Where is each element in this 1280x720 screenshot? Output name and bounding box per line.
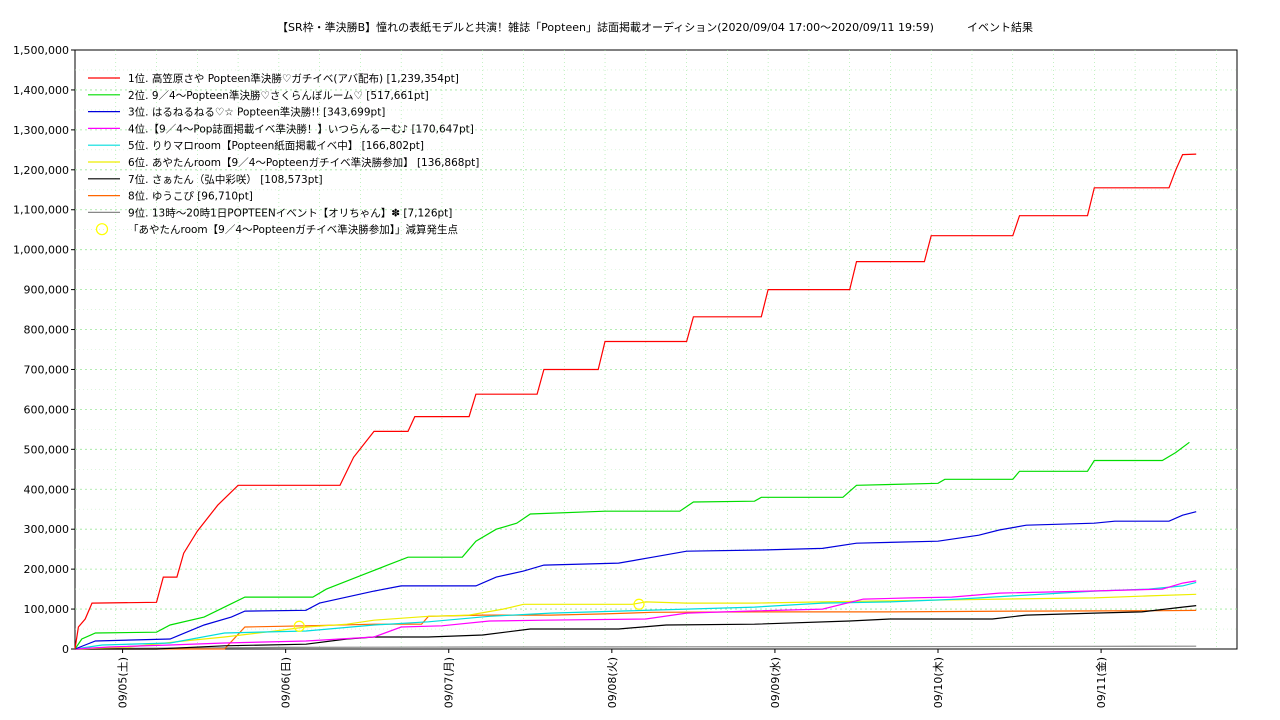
deduction-marker: [633, 598, 645, 610]
legend: 1位. 高笠原さや Popteen準決勝♡ガチイベ(アバ配布) [1,239,3…: [88, 72, 479, 236]
y-tick-label: 500,000: [24, 443, 70, 456]
x-tick-label: 09/05(土): [117, 657, 130, 708]
y-tick-label: 1,000,000: [13, 244, 69, 257]
y-tick-label: 600,000: [24, 403, 70, 416]
y-axis-ticks: 0 100,000 200,000 300,000 400,000 500,000 600,…: [13, 44, 75, 656]
y-tick-label: 1,500,000: [13, 44, 69, 57]
y-tick-label: 200,000: [24, 563, 70, 576]
legend-label-3: 3位. はるねるねる♡☆ Popteen準決勝!! [343,699pt]: [128, 106, 385, 119]
legend-marker-swatch: [95, 223, 109, 236]
y-tick-label: 900,000: [24, 284, 70, 297]
x-tick-label: 09/07(月): [443, 657, 456, 708]
series-line-7: [75, 605, 1197, 650]
x-tick-label: 09/11(金): [1094, 657, 1108, 708]
y-tick-label: 1,100,000: [13, 204, 69, 217]
legend-label-7: 7位. さぁたん（弘中彩咲） [108,573pt]: [128, 173, 323, 186]
legend-label-1: 1位. 高笠原さや Popteen準決勝♡ガチイベ(アバ配布) [1,239,3…: [128, 72, 459, 85]
series-line-1: [74, 153, 1197, 650]
y-tick-label: 1,200,000: [13, 164, 69, 177]
y-tick-label: 1,300,000: [13, 124, 69, 137]
series-line-3: [74, 511, 1197, 650]
marker-points: [293, 598, 645, 632]
series-line-4: [74, 580, 1197, 650]
legend-label-8: 8位. ゆうこぴ [96,710pt]: [128, 190, 253, 203]
grid: [75, 50, 1237, 649]
y-tick-label: 100,000: [24, 603, 70, 616]
x-tick-label: 09/09(水): [769, 657, 782, 708]
y-tick-label: 300,000: [24, 523, 70, 536]
y-tick-label: 0: [62, 643, 69, 656]
x-axis-ticks: 09/05(土) 09/06(日) 09/07(月) 09/08(火) 09/09(水)…: [117, 649, 1108, 708]
y-tick-label: 1,400,000: [13, 84, 69, 97]
x-tick-label: 09/06(日): [280, 657, 293, 708]
chart-title: 【SR枠・準決勝B】憧れの表紙モデルと共演！雑誌「Popteen」誌面掲載オーデ…: [277, 20, 1033, 34]
y-tick-label: 800,000: [24, 324, 70, 337]
y-tick-label: 400,000: [24, 483, 70, 496]
legend-label-9: 9位. 13時〜20時1日POPTEENイベント【オリちゃん】✽ [7,126p…: [128, 206, 452, 219]
deduction-marker: [293, 620, 305, 632]
legend-marker-label: 「あやたんroom【9／4〜Popteenガチイベ準決勝参加】」減算発生点: [128, 223, 458, 236]
series-lines: [74, 153, 1197, 650]
legend-label-2: 2位. 9／4〜Popteen準決勝♡さくらんぼルーム♡ [517,661pt]: [128, 89, 429, 102]
series-line-2: [74, 441, 1190, 650]
x-tick-label: 09/08(火): [606, 657, 619, 708]
x-tick-label: 09/10(木): [932, 657, 945, 708]
y-tick-label: 700,000: [24, 363, 70, 376]
legend-label-4: 4位.【9／4〜Pop誌面掲載イベ準決勝！】いつらんるーむ♪ [170,647p…: [128, 122, 474, 135]
series-line-6: [74, 593, 1197, 650]
legend-label-5: 5位. りりマロroom【Popteen紙面掲載イベ中】 [166,802pt]: [128, 139, 424, 152]
legend-label-6: 6位. あやたんroom【9／4〜Popteenガチイベ準決勝参加】 [136,…: [128, 156, 479, 169]
